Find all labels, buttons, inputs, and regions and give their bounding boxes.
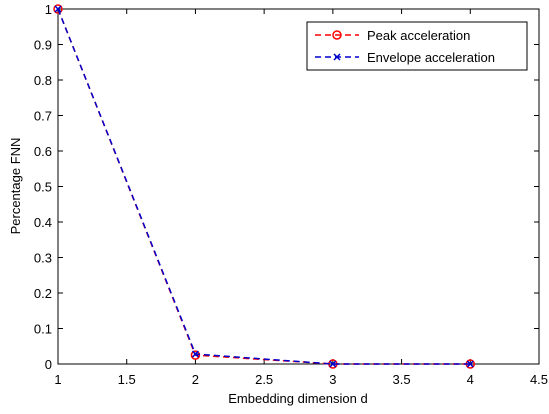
y-tick-label: 0.6	[34, 144, 52, 159]
legend-label: Envelope acceleration	[367, 50, 495, 65]
y-tick-label: 0.9	[34, 38, 52, 53]
legend-label: Peak acceleration	[367, 28, 470, 43]
x-tick-label: 2.5	[255, 372, 273, 387]
x-tick-label: 3	[329, 372, 336, 387]
y-axis-label: Percentage FNN	[8, 138, 23, 235]
x-tick-label: 1	[54, 372, 61, 387]
x-tick-label: 4	[467, 372, 474, 387]
y-tick-label: 1	[45, 2, 52, 17]
y-tick-label: 0.4	[34, 215, 52, 230]
y-tick-label: 0.2	[34, 286, 52, 301]
legend-marker	[332, 30, 342, 40]
x-tick-label: 3.5	[393, 372, 411, 387]
series-line	[57, 8, 471, 365]
y-tick-label: 0.8	[34, 73, 52, 88]
marker	[190, 350, 201, 360]
x-tick-label: 1.5	[118, 372, 136, 387]
marker	[191, 350, 199, 358]
marker	[54, 5, 62, 13]
x-tick-label: 4.5	[530, 372, 548, 387]
y-tick-label: 0.3	[34, 251, 52, 266]
x-tick-label: 2	[192, 372, 199, 387]
y-tick-label: 0.5	[34, 180, 52, 195]
y-tick-label: 0	[45, 357, 52, 372]
y-tick-label: 0.7	[34, 109, 52, 124]
x-axis-label: Embedding dimension d	[228, 391, 367, 406]
marker	[53, 4, 63, 14]
legend-marker	[333, 53, 341, 61]
marker	[329, 360, 337, 368]
legend-box	[306, 21, 528, 71]
marker	[466, 360, 474, 368]
y-tick-label: 0.1	[34, 322, 52, 337]
